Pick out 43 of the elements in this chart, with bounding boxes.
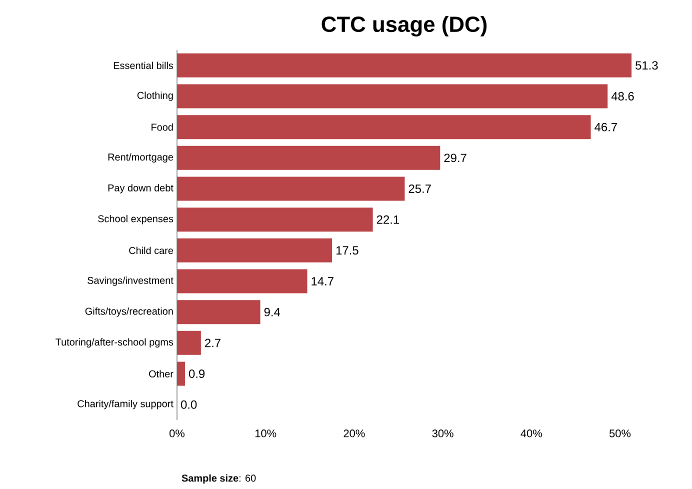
y-tick-label: Food <box>152 123 173 131</box>
x-tick-label: 0% <box>170 430 185 438</box>
data-label: 14.7 <box>312 277 334 286</box>
bar <box>177 146 440 170</box>
data-label: 9.4 <box>264 308 280 316</box>
bar <box>177 330 201 355</box>
x-tick-label: 20% <box>344 430 365 438</box>
y-tick-label: School expenses <box>98 214 174 224</box>
y-tick-label: Essential bills <box>114 62 174 70</box>
bar <box>177 84 608 108</box>
x-tick-label: 30% <box>432 430 454 438</box>
data-label: 25.7 <box>408 184 431 193</box>
bar <box>177 53 632 78</box>
y-tick-label: Other <box>149 370 174 378</box>
bar <box>177 208 373 232</box>
y-tick-label: Savings/investment <box>88 276 174 286</box>
data-label: 0.9 <box>188 370 205 378</box>
bar <box>177 238 332 262</box>
text: Sample size: 60 <box>182 474 256 484</box>
chart-title: CTC usage (DC) <box>322 16 487 36</box>
x-tick-label: 50% <box>609 430 631 438</box>
data-label: 0.0 <box>180 400 197 409</box>
y-tick-label: Gifts/toys/recreation <box>85 307 173 317</box>
y-tick-label: Child care <box>129 246 174 254</box>
data-label: 2.7 <box>205 338 220 348</box>
data-label: 48.6 <box>611 92 634 100</box>
y-tick-label: Clothing <box>137 92 173 101</box>
y-tick-label: Pay down debt <box>108 184 174 194</box>
data-label: 46.7 <box>594 122 617 132</box>
bar <box>177 269 308 294</box>
x-tick-label: 40% <box>520 430 542 438</box>
y-tick-label: Tutoring/after-school pgms <box>56 338 174 348</box>
y-tick-label: Rent/mortgage <box>108 153 174 163</box>
bar <box>177 115 591 140</box>
data-label: 29.7 <box>444 154 466 162</box>
bar <box>177 362 185 386</box>
data-label: 51.3 <box>636 61 658 70</box>
bar <box>177 300 260 324</box>
y-tick-label: Charity/family support <box>78 400 174 410</box>
bar <box>177 176 405 201</box>
data-label: 17.5 <box>336 246 358 255</box>
x-tick-label: 10% <box>255 430 276 438</box>
data-label: 22.1 <box>376 215 400 224</box>
